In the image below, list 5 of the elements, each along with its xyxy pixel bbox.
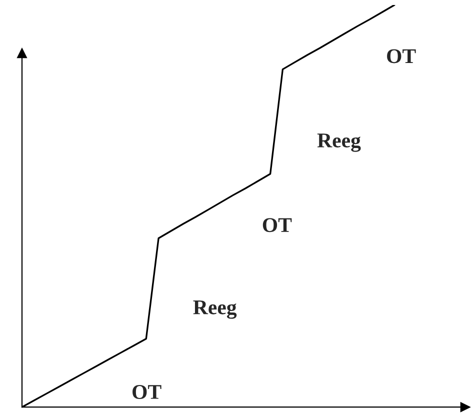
- annotation: OT: [262, 218, 292, 232]
- annotation: Reeg: [193, 300, 237, 319]
- annotation: Reeg: [317, 134, 361, 152]
- annotation: OT: [387, 49, 416, 64]
- annotation: OT: [132, 384, 162, 399]
